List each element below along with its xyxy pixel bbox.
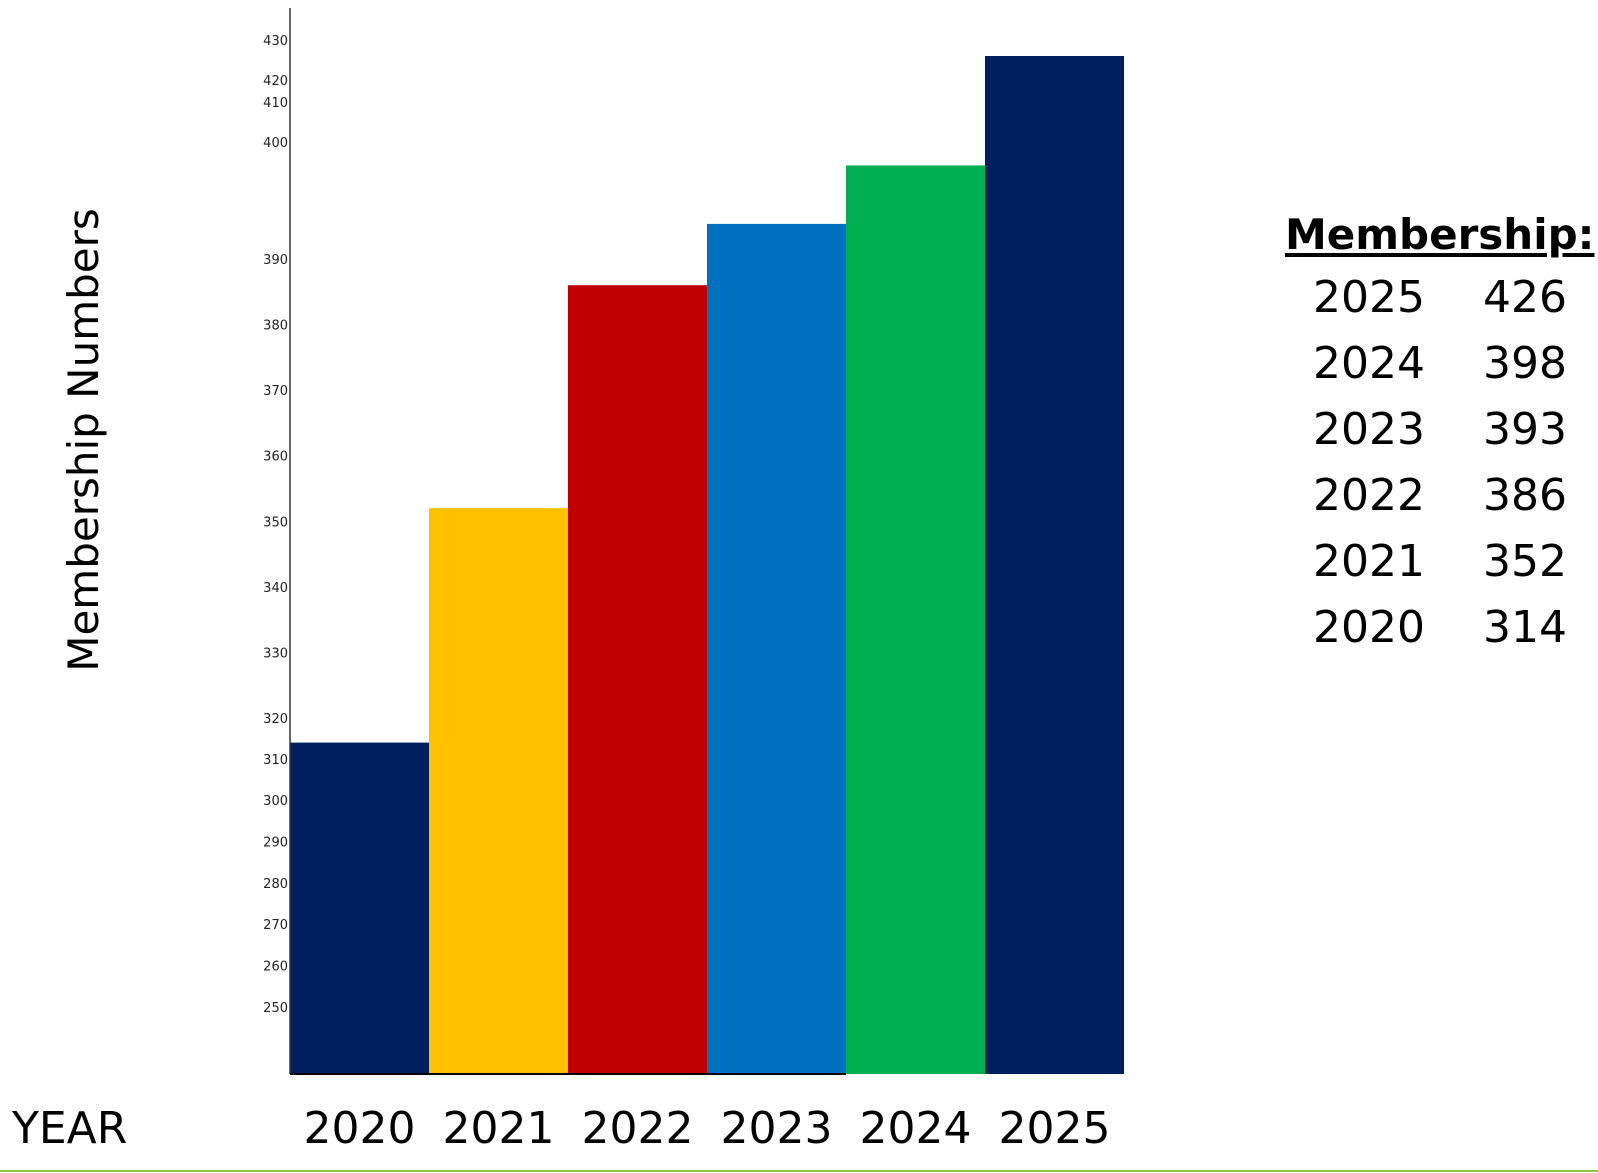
x-tick-label: 2021 bbox=[443, 1103, 555, 1154]
y-tick-label: 330 bbox=[263, 646, 288, 661]
x-tick-label: 2022 bbox=[582, 1103, 694, 1154]
summary-value: 426 bbox=[1483, 272, 1567, 323]
summary-year: 2024 bbox=[1313, 338, 1425, 389]
x-tick-label: 2025 bbox=[999, 1103, 1111, 1154]
bar-2020 bbox=[290, 742, 429, 1074]
x-axis-title: YEAR bbox=[11, 1103, 127, 1154]
summary-value: 352 bbox=[1483, 536, 1567, 587]
y-tick-label: 370 bbox=[263, 384, 288, 399]
summary-value: 393 bbox=[1483, 404, 1567, 455]
y-tick-label: 360 bbox=[263, 450, 288, 465]
summary-row: 2021 352 bbox=[1285, 529, 1585, 595]
summary-row: 2023 393 bbox=[1285, 397, 1585, 463]
y-tick-label: 290 bbox=[263, 835, 288, 850]
summary-row: 2024 398 bbox=[1285, 331, 1585, 397]
x-tick-label: 2024 bbox=[860, 1103, 972, 1154]
summary-title: Membership: bbox=[1285, 210, 1595, 259]
summary-year: 2022 bbox=[1313, 470, 1425, 521]
summary-list: 2025 426 2024 398 2023 393 2022 386 2021 352 2020 3… bbox=[1285, 265, 1585, 661]
y-tick-label: 310 bbox=[263, 753, 288, 768]
y-tick-label: 410 bbox=[263, 96, 288, 111]
x-labels-group: 2020 2021 2022 2023 2024 2025 bbox=[304, 1103, 1111, 1154]
y-tick-label: 380 bbox=[263, 319, 288, 334]
bar-2023 bbox=[707, 223, 846, 1074]
x-tick-label: 2020 bbox=[304, 1103, 416, 1154]
y-tick-label: 420 bbox=[263, 74, 288, 89]
y-tick-label: 400 bbox=[263, 136, 288, 151]
summary-value: 398 bbox=[1483, 338, 1567, 389]
y-tick-label: 300 bbox=[263, 794, 288, 809]
x-tick-label: 2023 bbox=[721, 1103, 833, 1154]
bar-2025 bbox=[985, 56, 1124, 1074]
bars-group bbox=[290, 56, 1124, 1075]
summary-row: 2022 386 bbox=[1285, 463, 1585, 529]
membership-summary: Membership: 2025 426 2024 398 2023 393 2022 386… bbox=[1285, 210, 1595, 661]
bar-2024 bbox=[846, 165, 985, 1074]
summary-year: 2023 bbox=[1313, 404, 1425, 455]
bottom-divider bbox=[0, 1170, 1598, 1172]
summary-row: 2025 426 bbox=[1285, 265, 1585, 331]
bar-2021 bbox=[429, 508, 568, 1075]
y-tick-label: 430 bbox=[263, 34, 288, 49]
y-ticks-group: 250 260 270 280 290 300 310 320 330 340 350 360 370 3… bbox=[263, 34, 288, 1016]
y-tick-label: 250 bbox=[263, 1001, 288, 1016]
summary-value: 314 bbox=[1483, 602, 1567, 653]
y-axis-title: Membership Numbers bbox=[59, 208, 108, 672]
y-tick-label: 320 bbox=[263, 712, 288, 727]
bar-2022 bbox=[568, 285, 707, 1074]
y-tick-label: 270 bbox=[263, 918, 288, 933]
y-tick-label: 350 bbox=[263, 515, 288, 530]
y-tick-label: 390 bbox=[263, 253, 288, 268]
summary-row: 2020 314 bbox=[1285, 595, 1585, 661]
summary-year: 2021 bbox=[1313, 536, 1425, 587]
summary-year: 2020 bbox=[1313, 602, 1425, 653]
summary-year: 2025 bbox=[1313, 272, 1425, 323]
y-tick-label: 280 bbox=[263, 877, 288, 892]
summary-value: 386 bbox=[1483, 470, 1567, 521]
y-tick-label: 340 bbox=[263, 581, 288, 596]
y-tick-label: 260 bbox=[263, 960, 288, 975]
